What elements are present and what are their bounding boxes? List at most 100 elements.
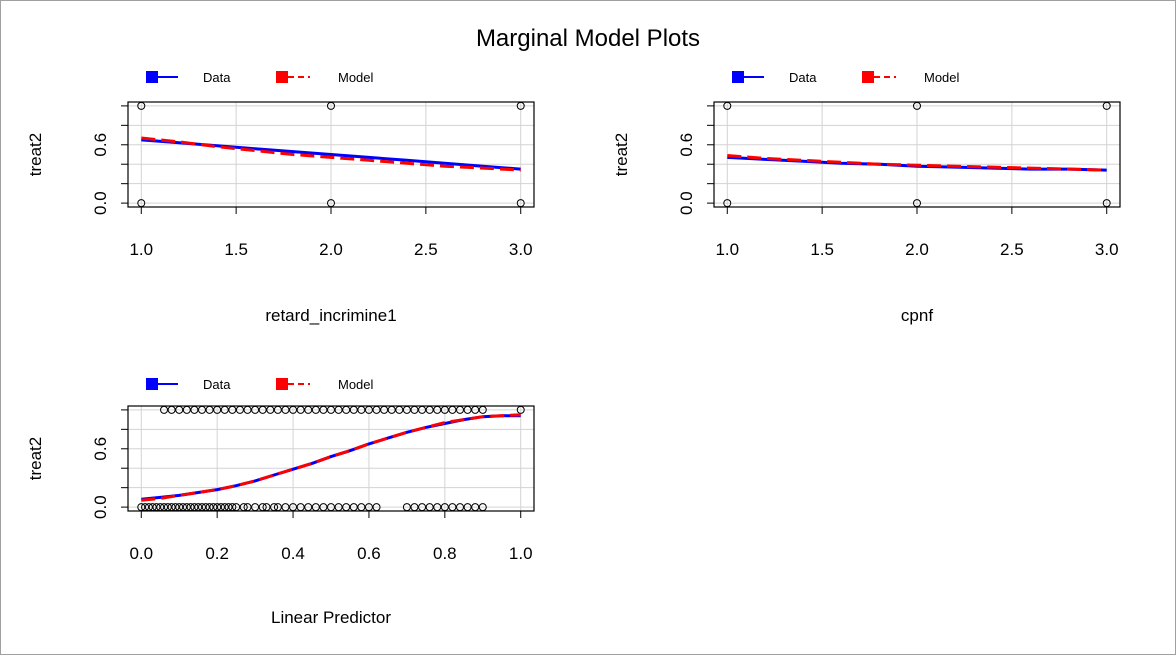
- legend-model-label: Model: [338, 377, 374, 392]
- y-tick-label: 0.6: [677, 133, 696, 157]
- y-tick-label: 0.6: [91, 437, 110, 461]
- model-series-line: [141, 413, 521, 502]
- data-point: [235, 405, 244, 414]
- y-axis-label: treat2: [26, 133, 45, 176]
- data-point: [463, 503, 472, 512]
- data-point: [152, 503, 161, 512]
- data-point: [471, 405, 480, 414]
- data-point: [163, 503, 172, 512]
- data-point: [433, 503, 442, 512]
- data-point: [311, 503, 320, 512]
- chart-panel-2: 1.0 1.5 2.0 2.5 3.0 0.0 0.6 cpnf treat2 Data Model: [612, 70, 1121, 325]
- data-point: [175, 405, 184, 414]
- y-tick-label: 0.0: [91, 495, 110, 519]
- data-point: [319, 405, 328, 414]
- legend: Data Model: [732, 70, 960, 85]
- legend-model-swatch: [862, 71, 874, 83]
- x-tick-label: 2.0: [905, 240, 929, 259]
- data-point: [410, 405, 419, 414]
- data-point: [197, 405, 206, 414]
- data-point: [266, 405, 275, 414]
- legend-data-label: Data: [203, 377, 231, 392]
- legend-data-swatch: [146, 71, 158, 83]
- data-point: [220, 405, 229, 414]
- data-point: [913, 199, 921, 208]
- data-point: [273, 405, 282, 414]
- data-point: [448, 405, 457, 414]
- data-point: [723, 101, 732, 110]
- x-tick-label: 0.4: [281, 544, 305, 563]
- data-point: [471, 503, 480, 512]
- legend-data-swatch: [732, 71, 744, 83]
- data-point: [311, 405, 320, 414]
- data-point: [186, 503, 195, 512]
- x-tick-label: 0.6: [357, 544, 381, 563]
- data-point: [418, 503, 427, 512]
- data-point: [364, 503, 373, 512]
- data-point: [349, 405, 358, 414]
- data-point: [372, 405, 381, 414]
- data-point: [205, 405, 214, 414]
- data-point: [342, 405, 351, 414]
- data-points: [137, 101, 525, 208]
- data-point: [160, 405, 169, 414]
- chart-panel-3: 0.0 0.2 0.4 0.6 0.8 1.0 0.0 0.6 Linear Predictor…: [26, 377, 535, 627]
- data-point: [402, 503, 411, 512]
- data-point: [418, 405, 427, 414]
- data-point: [395, 405, 404, 414]
- data-point: [456, 405, 465, 414]
- model-series-line: [727, 154, 1107, 172]
- legend-model-swatch: [276, 378, 288, 390]
- data-point: [319, 503, 328, 512]
- data-point: [334, 405, 343, 414]
- data-point: [205, 503, 214, 512]
- x-tick-label: 1.0: [509, 544, 533, 563]
- data-point: [402, 405, 411, 414]
- data-point: [516, 405, 525, 414]
- data-point: [327, 405, 335, 414]
- data-point: [213, 503, 222, 512]
- y-tick-label: 0.0: [91, 191, 110, 215]
- y-axis-label: treat2: [612, 133, 631, 176]
- data-point: [296, 503, 305, 512]
- x-tick-label: 1.5: [810, 240, 834, 259]
- data-point: [289, 405, 298, 414]
- data-point: [380, 405, 389, 414]
- x-tick-label: 0.0: [129, 544, 153, 563]
- data-point: [281, 503, 290, 512]
- y-axis-label: treat2: [26, 437, 45, 480]
- data-point: [387, 405, 396, 414]
- data-point: [289, 503, 298, 512]
- x-axis-label: Linear Predictor: [271, 608, 391, 627]
- grid-lines: [128, 102, 534, 207]
- data-points: [723, 101, 1111, 208]
- data-point: [296, 405, 305, 414]
- x-tick-label: 0.2: [205, 544, 229, 563]
- data-point: [251, 503, 260, 512]
- data-point: [349, 503, 358, 512]
- data-point: [182, 503, 191, 512]
- data-point: [201, 503, 210, 512]
- data-points: [137, 405, 525, 512]
- legend: Data Model: [146, 377, 374, 392]
- data-point: [270, 503, 279, 512]
- data-point: [357, 503, 366, 512]
- x-tick-label: 0.8: [433, 544, 457, 563]
- data-point: [224, 503, 233, 512]
- data-point: [433, 405, 442, 414]
- data-point: [262, 503, 271, 512]
- chart-panel-1: 1.0 1.5 2.0 2.5 3.0 0.0 0.6 retard_incrimine1 tr…: [26, 70, 535, 325]
- grid-lines: [714, 102, 1120, 207]
- data-point: [239, 503, 248, 512]
- x-tick-label: 1.0: [715, 240, 739, 259]
- data-point: [243, 405, 252, 414]
- y-tick-label: 0.0: [677, 191, 696, 215]
- figure-title: Marginal Model Plots: [476, 25, 700, 52]
- data-point: [197, 503, 206, 512]
- x-axis-label: retard_incrimine1: [265, 306, 396, 325]
- model-series-line: [141, 136, 521, 172]
- data-point: [216, 503, 225, 512]
- data-point: [209, 503, 218, 512]
- data-point: [327, 199, 335, 208]
